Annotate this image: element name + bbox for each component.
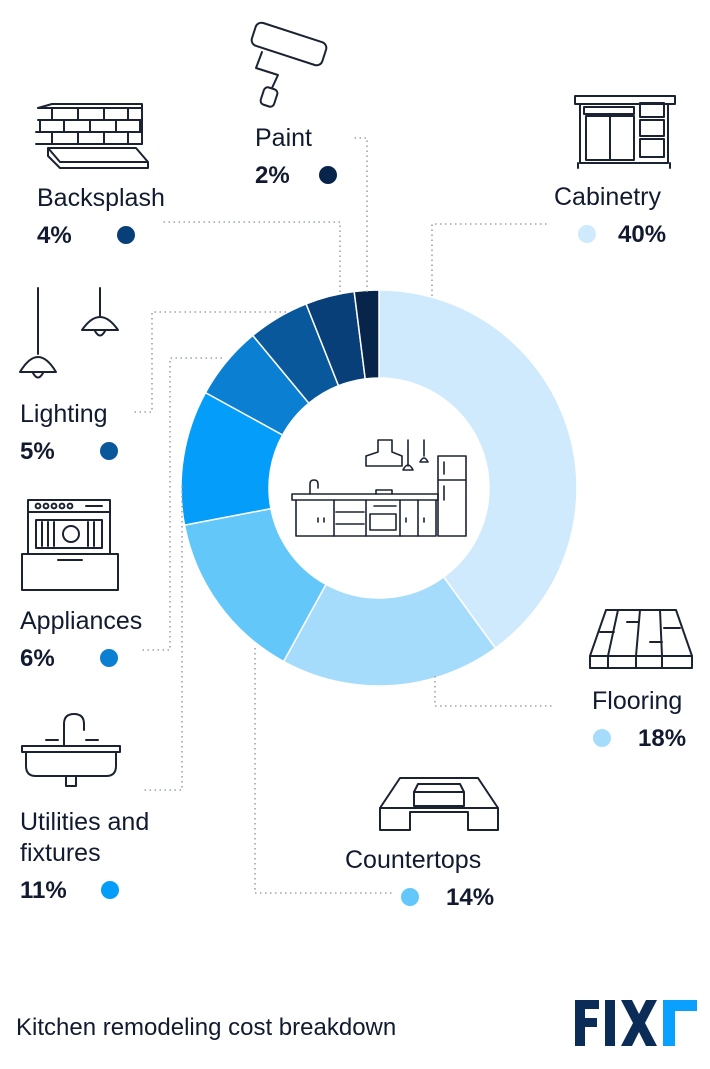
legend-dot-cabinetry	[578, 225, 596, 243]
legend-dot-appliances	[100, 649, 118, 667]
paint-roller-icon	[250, 21, 328, 108]
legend-dot-utilities	[101, 881, 119, 899]
leader-cabinetry	[431, 223, 548, 296]
label-pct-backsplash: 4%	[37, 222, 72, 249]
sink-faucet-icon	[21, 713, 121, 787]
legend-dot-countertops	[401, 888, 419, 906]
donut-slice-flooring	[282, 575, 497, 687]
donut-slice-cabinetry	[378, 289, 578, 650]
leader-backsplash	[162, 221, 341, 292]
leader-paint	[352, 137, 368, 292]
kitchen-illustration-icon	[291, 439, 467, 537]
cabinet-icon	[574, 95, 676, 169]
label-pct-cabinetry: 40%	[618, 221, 666, 248]
label-name-backsplash: Backsplash	[37, 184, 165, 212]
label-name-cabinetry: Cabinetry	[554, 183, 661, 211]
label-pct-utilities: 11%	[20, 877, 67, 904]
chart-caption: Kitchen remodeling cost breakdown	[16, 1014, 397, 1041]
label-name-lighting: Lighting	[20, 400, 108, 428]
legend-dot-flooring	[593, 729, 611, 747]
label-name-flooring: Flooring	[592, 687, 682, 715]
label-pct-lighting: 5%	[20, 438, 55, 465]
leader-lines	[134, 137, 552, 894]
label-name-utilities: Utilities and fixtures	[20, 808, 156, 867]
legend-dot-lighting	[100, 442, 118, 460]
leader-countertops	[254, 648, 392, 894]
label-name-appliances: Appliances	[20, 607, 142, 635]
legend-dot-backsplash	[117, 226, 135, 244]
brick-wall-icon	[35, 103, 149, 169]
label-name-paint: Paint	[255, 124, 312, 152]
donut-slices	[180, 289, 578, 687]
label-name-countertops: Countertops	[345, 846, 481, 874]
donut-slice-paint	[353, 289, 380, 380]
dishwasher-icon	[21, 499, 119, 591]
slice-labels: Cabinetry 40% Flooring 18% Countertops 1…	[20, 124, 686, 911]
label-pct-paint: 2%	[255, 162, 290, 189]
leader-appliances	[142, 357, 222, 651]
legend-dot-paint	[319, 166, 337, 184]
pendant-lamps-icon	[19, 287, 119, 379]
label-pct-countertops: 14%	[446, 884, 494, 911]
leader-utilities	[142, 486, 183, 791]
label-pct-appliances: 6%	[20, 645, 55, 672]
label-pct-flooring: 18%	[638, 725, 686, 752]
countertop-island-icon	[379, 777, 499, 831]
leader-flooring	[434, 676, 552, 707]
fixr-logo	[575, 1000, 697, 1046]
flooring-planks-icon	[589, 609, 693, 669]
